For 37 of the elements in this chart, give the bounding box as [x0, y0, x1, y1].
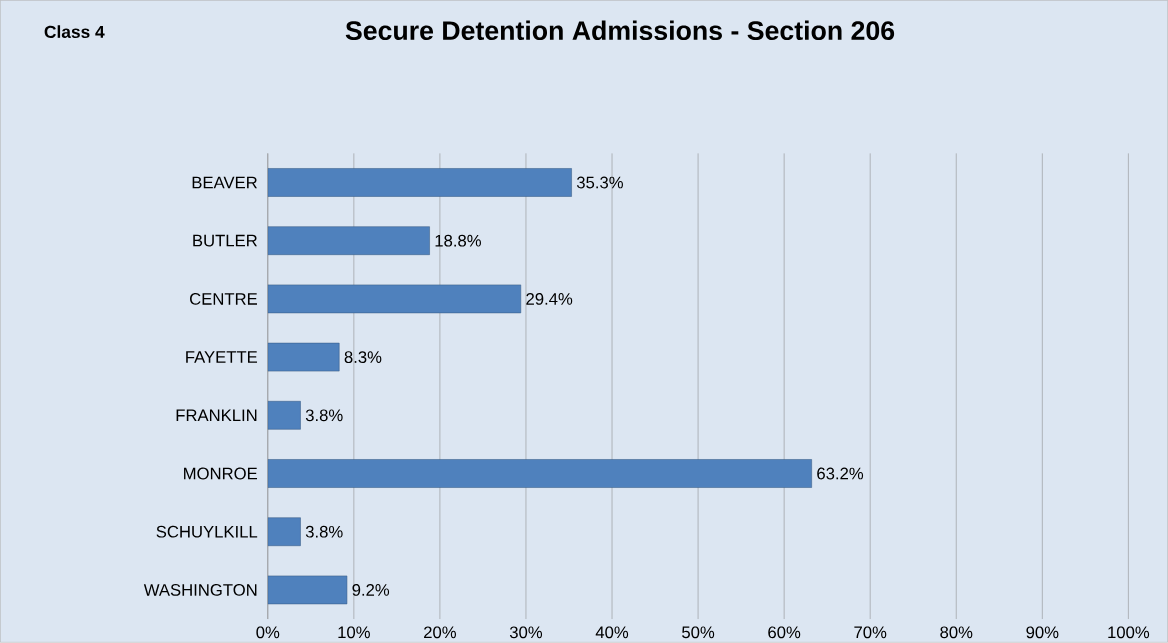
x-tick-label: 100% [1108, 626, 1150, 639]
bar [267, 226, 430, 256]
bar [267, 575, 348, 605]
y-tick-label: BUTLER [193, 235, 257, 247]
x-tick-label: 20% [424, 626, 456, 639]
bar [267, 459, 812, 488]
chart-title: Secure Detention Admissions - Section 206 [345, 20, 895, 41]
x-tick-label: 50% [682, 626, 715, 639]
y-tick-label: BEAVER [192, 176, 257, 189]
x-tick-label: 30% [509, 626, 543, 639]
data-label: 35.3% [576, 176, 623, 189]
x-tick-label: 10% [338, 626, 370, 639]
data-label: 8.3% [344, 351, 382, 364]
data-label: 3.8% [305, 525, 343, 538]
data-label: 9.2% [352, 584, 390, 596]
y-tick-label: CENTRE [190, 293, 258, 305]
x-tick-label: 40% [595, 626, 629, 639]
y-tick-label: WASHINGTON [143, 584, 257, 596]
x-tick-label: 70% [854, 626, 887, 639]
y-tick-label: FRANKLIN [176, 409, 257, 422]
data-label: 29.4% [526, 293, 573, 305]
bar [267, 284, 522, 314]
y-tick-label: SCHUYLKILL [156, 525, 258, 538]
y-tick-label: MONROE [184, 467, 258, 480]
x-tick-label: 60% [768, 626, 801, 639]
bar [267, 342, 340, 372]
bar [267, 517, 301, 547]
x-tick-label: 0% [256, 626, 280, 639]
x-tick-label: 80% [940, 626, 973, 639]
data-label: 3.8% [305, 409, 343, 422]
data-label: 63.2% [817, 467, 864, 480]
y-tick-label: FAYETTE [186, 351, 258, 364]
data-label: 18.8% [435, 234, 481, 247]
bar [267, 168, 572, 197]
text: Class 4 [44, 25, 105, 39]
x-tick-label: 90% [1026, 626, 1059, 639]
bar [267, 401, 301, 430]
